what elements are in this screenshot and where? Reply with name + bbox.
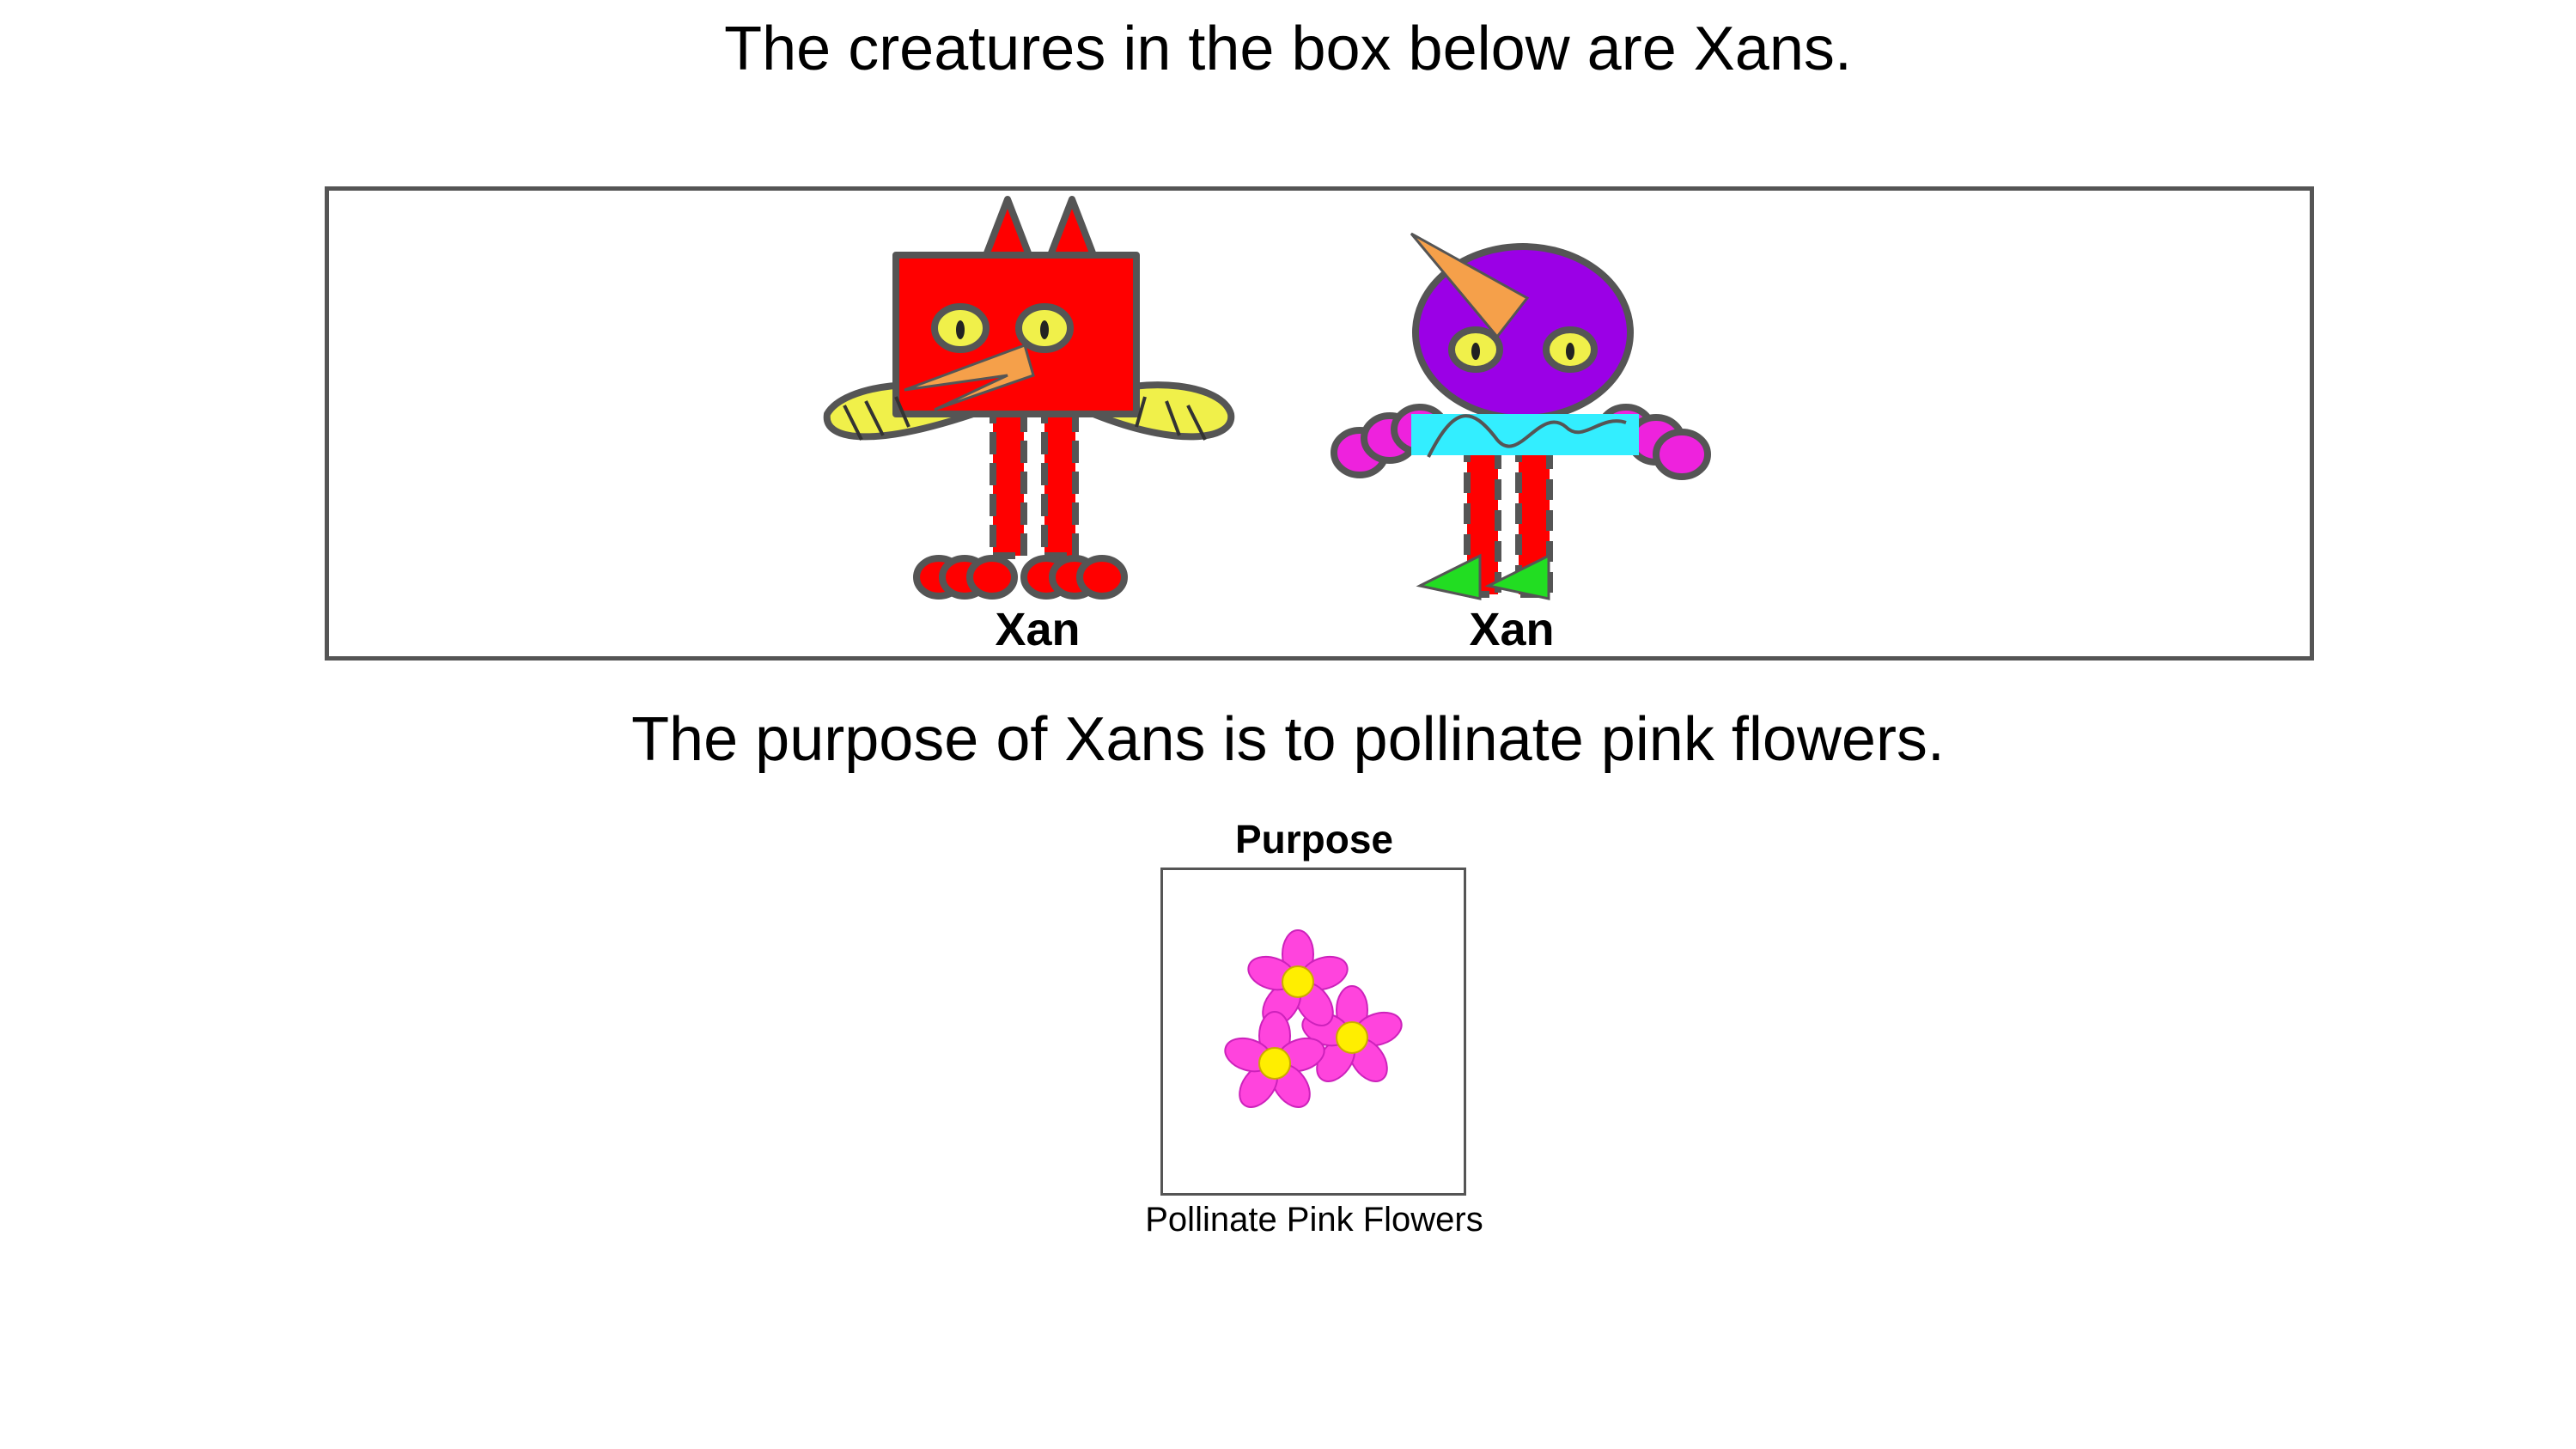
intro-heading: The creatures in the box below are Xans. bbox=[724, 15, 1852, 83]
creature-label: Xan bbox=[995, 604, 1081, 655]
creature-label: Xan bbox=[1469, 604, 1555, 655]
purple-creature-icon bbox=[1331, 232, 1711, 600]
red-box-creature-icon bbox=[823, 196, 1235, 600]
pink-flowers-icon bbox=[1220, 929, 1407, 1116]
purpose-card bbox=[1160, 868, 1466, 1196]
purpose-title: Purpose bbox=[1234, 817, 1394, 861]
creature-box: Xan Xan bbox=[325, 186, 2314, 661]
purpose-caption: Pollinate Pink Flowers bbox=[1145, 1201, 1483, 1239]
purpose-statement: The purpose of Xans is to pollinate pink… bbox=[631, 705, 1945, 774]
